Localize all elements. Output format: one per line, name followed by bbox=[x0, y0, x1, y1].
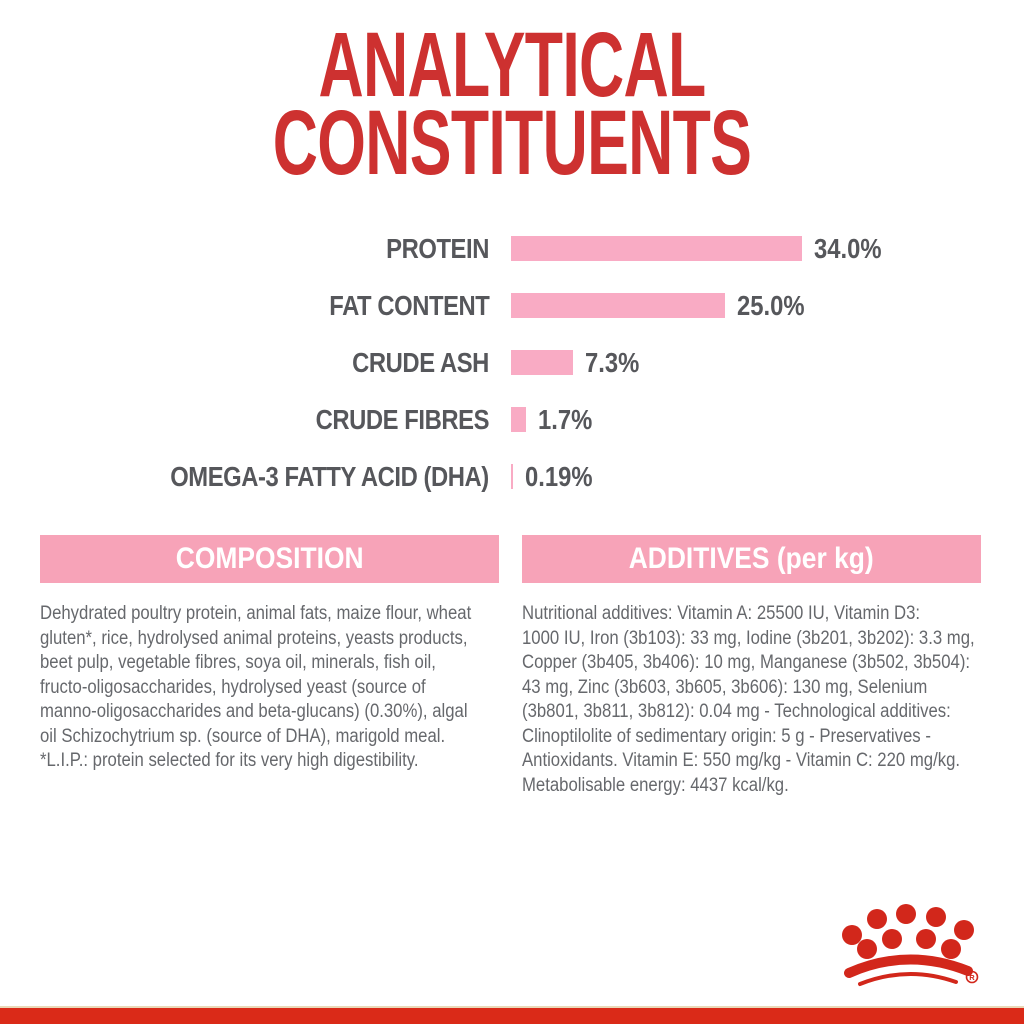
chart-label-crude-fibres: CRUDE FIBRES bbox=[0, 404, 511, 436]
chart-label-fat-content: FAT CONTENT bbox=[0, 290, 511, 322]
chart-value-text: 7.3% bbox=[585, 346, 640, 378]
info-columns: COMPOSITION Dehydrated poultry protein, … bbox=[40, 535, 981, 798]
composition-header-label: COMPOSITION bbox=[175, 542, 364, 575]
royal-canin-crown-logo: R bbox=[842, 904, 979, 986]
chart-value-crude-fibres: 1.7% bbox=[538, 404, 602, 436]
analytical-constituents-chart: PROTEIN 34.0% FAT CONTENT 25.0% CRUDE AS… bbox=[0, 220, 1024, 505]
chart-value-text: 34.0% bbox=[814, 232, 882, 264]
additives-section: ADDITIVES (per kg) Nutritional additives… bbox=[522, 535, 981, 798]
additives-text: Nutritional additives: Vitamin A: 25500 … bbox=[522, 603, 975, 796]
chart-value-fat-content: 25.0% bbox=[737, 290, 816, 322]
chart-bar-protein bbox=[511, 236, 802, 261]
chart-row-crude-ash: CRUDE ASH 7.3% bbox=[0, 334, 1024, 391]
chart-label-text: CRUDE FIBRES bbox=[315, 403, 490, 435]
additives-header: ADDITIVES (per kg) bbox=[522, 535, 981, 583]
crown-thin-arc bbox=[858, 971, 958, 986]
page-title: ANALYTICAL CONSTITUENTS bbox=[0, 14, 1024, 194]
chart-row-crude-fibres: CRUDE FIBRES 1.7% bbox=[0, 391, 1024, 448]
chart-label-text: FAT CONTENT bbox=[328, 289, 490, 321]
chart-bar-omega3-dha bbox=[511, 464, 513, 489]
chart-label-protein: PROTEIN bbox=[0, 233, 511, 265]
crown-dots bbox=[842, 904, 974, 959]
chart-value-text: 1.7% bbox=[538, 403, 593, 435]
chart-row-omega3-dha: OMEGA-3 FATTY ACID (DHA) 0.19% bbox=[0, 448, 1024, 505]
chart-value-omega3-dha: 0.19% bbox=[525, 461, 604, 493]
chart-bar-crude-ash bbox=[511, 350, 573, 375]
page-title-line-1: ANALYTICAL bbox=[318, 14, 706, 116]
chart-label-crude-ash: CRUDE ASH bbox=[0, 347, 511, 379]
chart-label-omega3-dha: OMEGA-3 FATTY ACID (DHA) bbox=[0, 461, 511, 493]
composition-section: COMPOSITION Dehydrated poultry protein, … bbox=[40, 535, 499, 798]
chart-value-text: 0.19% bbox=[525, 460, 593, 492]
registered-trademark-icon: R bbox=[965, 970, 979, 984]
chart-label-text: OMEGA-3 FATTY ACID (DHA) bbox=[170, 460, 489, 492]
chart-label-text: PROTEIN bbox=[386, 232, 489, 264]
chart-row-protein: PROTEIN 34.0% bbox=[0, 220, 1024, 277]
crown-thick-arc bbox=[844, 954, 973, 978]
composition-header: COMPOSITION bbox=[40, 535, 499, 583]
svg-text:R: R bbox=[969, 973, 975, 982]
page-title-line-2: CONSTITUENTS bbox=[272, 92, 752, 194]
chart-bar-fat-content bbox=[511, 293, 725, 318]
composition-text: Dehydrated poultry protein, animal fats,… bbox=[40, 603, 472, 771]
chart-value-text: 25.0% bbox=[737, 289, 805, 321]
chart-bar-crude-fibres bbox=[511, 407, 526, 432]
chart-value-crude-ash: 7.3% bbox=[585, 347, 649, 379]
chart-label-text: CRUDE ASH bbox=[352, 346, 489, 378]
chart-row-fat-content: FAT CONTENT 25.0% bbox=[0, 277, 1024, 334]
chart-value-protein: 34.0% bbox=[814, 233, 893, 265]
additives-header-label: ADDITIVES (per kg) bbox=[629, 542, 874, 575]
bottom-brand-bar bbox=[0, 1006, 1024, 1024]
